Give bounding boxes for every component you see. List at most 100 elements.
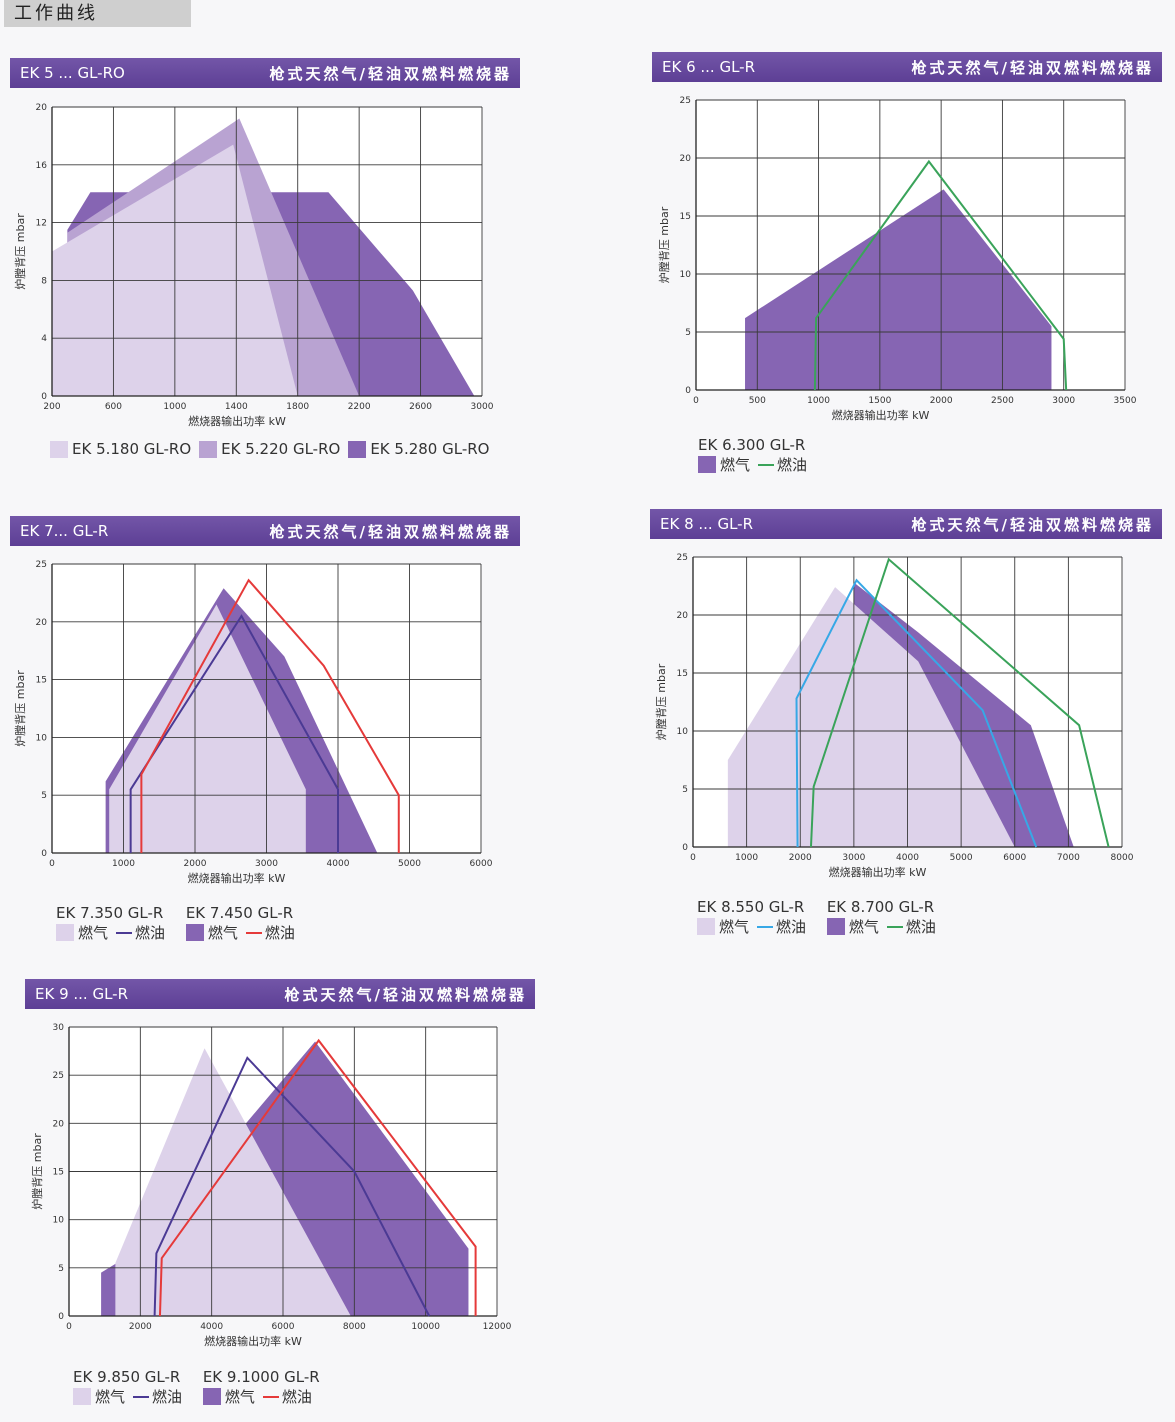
- y-tick-label: 5: [682, 785, 688, 795]
- legend-group: EK 7.450 GL-R 燃气 燃油: [185, 904, 295, 943]
- y-tick-label: 0: [58, 1312, 64, 1322]
- panel-description: 枪式天然气/轻油双燃料燃烧器: [911, 516, 1154, 534]
- legend-ek8: EK 8.550 GL-R 燃气 燃油 EK 8.700 GL-R 燃气 燃油: [697, 898, 952, 937]
- legend-swatch: [56, 924, 74, 941]
- x-tick-label: 3000: [842, 853, 865, 863]
- legend-swatch: [185, 924, 204, 941]
- panel-description: 枪式天然气/轻油双燃料燃烧器: [269, 523, 512, 541]
- panel-description: 枪式天然气/轻油双燃料燃烧器: [269, 65, 512, 83]
- series-line: [795, 578, 1038, 848]
- x-tick-label: 5000: [950, 853, 973, 863]
- x-axis-label: 燃烧器输出功率 kW: [204, 1334, 302, 1348]
- legend-oil-label: 燃油: [777, 456, 808, 474]
- legend-oil-label: 燃油: [281, 1388, 312, 1406]
- y-tick-label: 25: [680, 96, 691, 106]
- legend-swatch: [73, 1388, 91, 1405]
- panel-description: 枪式天然气/轻油双燃料燃烧器: [284, 986, 527, 1004]
- panel-model: EK 5 ... GL-RO: [20, 64, 125, 82]
- panel-model: EK 9 ... GL-R: [35, 985, 129, 1003]
- legend-gas-label: 燃气: [224, 1388, 255, 1406]
- legend-ek9: EK 9.850 GL-R 燃气 燃油 EK 9.1000 GL-R 燃气 燃油: [73, 1368, 336, 1407]
- x-tick-label: 2200: [348, 402, 371, 412]
- x-tick-label: 12000: [483, 1322, 512, 1332]
- x-tick-label: 8000: [343, 1322, 366, 1332]
- x-tick-label: 6000: [470, 859, 493, 869]
- legend-gas-label: 燃气: [848, 918, 879, 936]
- x-tick-label: 7000: [1057, 853, 1080, 863]
- panel-description: 枪式天然气/轻油双燃料燃烧器: [911, 59, 1154, 77]
- x-tick-label: 600: [105, 402, 122, 412]
- panel-header: EK 6 ... GL-R 枪式天然气/轻油双燃料燃烧器: [652, 52, 1162, 82]
- x-tick-label: 1000: [807, 396, 830, 406]
- y-tick-label: 25: [677, 553, 688, 563]
- legend-swatch: [697, 918, 715, 935]
- legend-swatch: [199, 440, 218, 458]
- y-tick-label: 20: [680, 154, 692, 164]
- legend-line: [133, 1395, 150, 1398]
- legend-title: EK 9.1000 GL-R: [202, 1368, 320, 1386]
- y-tick-label: 10: [36, 733, 48, 743]
- legend-group: EK 8.550 GL-R 燃气 燃油: [697, 898, 806, 937]
- legend-gas-label: 燃气: [719, 918, 750, 936]
- legend-line: [886, 925, 903, 928]
- x-tick-label: 0: [66, 1322, 72, 1332]
- y-tick-label: 30: [53, 1023, 65, 1033]
- legend-row: 燃气 燃油: [73, 1386, 182, 1407]
- series-line: [153, 1056, 431, 1317]
- x-tick-label: 3500: [1114, 396, 1137, 406]
- y-tick-label: 10: [680, 270, 692, 280]
- chart-panel-ek7: EK 7... GL-R 枪式天然气/轻油双燃料燃烧器: [10, 516, 520, 936]
- y-tick-label: 20: [677, 611, 689, 621]
- legend-label: EK 5.220 GL-RO: [221, 440, 341, 458]
- y-tick-label: 5: [685, 328, 691, 338]
- legend-swatch: [698, 456, 716, 473]
- y-tick-label: 15: [677, 669, 688, 679]
- x-tick-label: 3000: [471, 402, 494, 412]
- legend-row: 燃气 燃油: [185, 922, 295, 943]
- legend-label: EK 5.280 GL-RO: [370, 440, 490, 458]
- series-area: [115, 1048, 351, 1316]
- x-axis-label: 燃烧器输出功率 kW: [829, 865, 927, 879]
- x-tick-label: 1500: [868, 396, 891, 406]
- chart-panel-ek9: EK 9 ... GL-R 枪式天然气/轻油双燃料燃烧器: [25, 979, 535, 1399]
- legend-swatch: [826, 918, 845, 935]
- legend-label: EK 5.180 GL-RO: [72, 440, 192, 458]
- x-tick-label: 1000: [735, 853, 758, 863]
- legend-oil-label: 燃油: [264, 924, 295, 942]
- y-axis-label: 炉膛背压 mbar: [13, 670, 27, 747]
- legend-line: [262, 1395, 279, 1398]
- y-tick-label: 16: [36, 161, 48, 171]
- x-tick-label: 200: [43, 402, 60, 412]
- y-axis-label: 炉膛背压 mbar: [30, 1133, 44, 1210]
- legend-row: 燃气 燃油: [56, 922, 165, 943]
- series-line: [158, 1038, 477, 1317]
- legend-line: [758, 463, 775, 466]
- x-tick-label: 0: [693, 396, 699, 406]
- y-tick-label: 25: [53, 1071, 64, 1081]
- legend-swatch: [202, 1388, 221, 1405]
- series-line: [129, 614, 339, 853]
- legend-row: 燃气 燃油: [826, 916, 936, 937]
- legend-group: EK 7.350 GL-R 燃气 燃油: [56, 904, 165, 943]
- legend-swatch: [50, 440, 68, 458]
- series-line: [813, 159, 1068, 391]
- x-tick-label: 500: [749, 396, 766, 406]
- legend-title: EK 7.350 GL-R: [56, 904, 164, 922]
- legend-ek7: EK 7.350 GL-R 燃气 燃油 EK 7.450 GL-R 燃气 燃油: [56, 904, 311, 943]
- x-tick-label: 2000: [930, 396, 953, 406]
- y-tick-label: 10: [677, 727, 689, 737]
- x-tick-label: 6000: [1003, 853, 1026, 863]
- x-tick-label: 4000: [200, 1322, 223, 1332]
- legend-row: 燃气 燃油: [697, 916, 806, 937]
- x-tick-label: 2000: [789, 853, 812, 863]
- x-axis-label: 燃烧器输出功率 kW: [832, 408, 930, 422]
- legend-row: 燃气 燃油: [202, 1386, 320, 1407]
- series-line: [140, 578, 400, 853]
- legend-ek5: EK 5.180 GL-RO EK 5.220 GL-RO EK 5.280 G…: [50, 440, 489, 458]
- x-tick-label: 3000: [1052, 396, 1075, 406]
- y-axis-label: 炉膛背压 mbar: [657, 206, 671, 283]
- legend-line: [245, 931, 262, 934]
- legend-title: EK 9.850 GL-R: [73, 1368, 181, 1386]
- x-tick-label: 8000: [1111, 853, 1134, 863]
